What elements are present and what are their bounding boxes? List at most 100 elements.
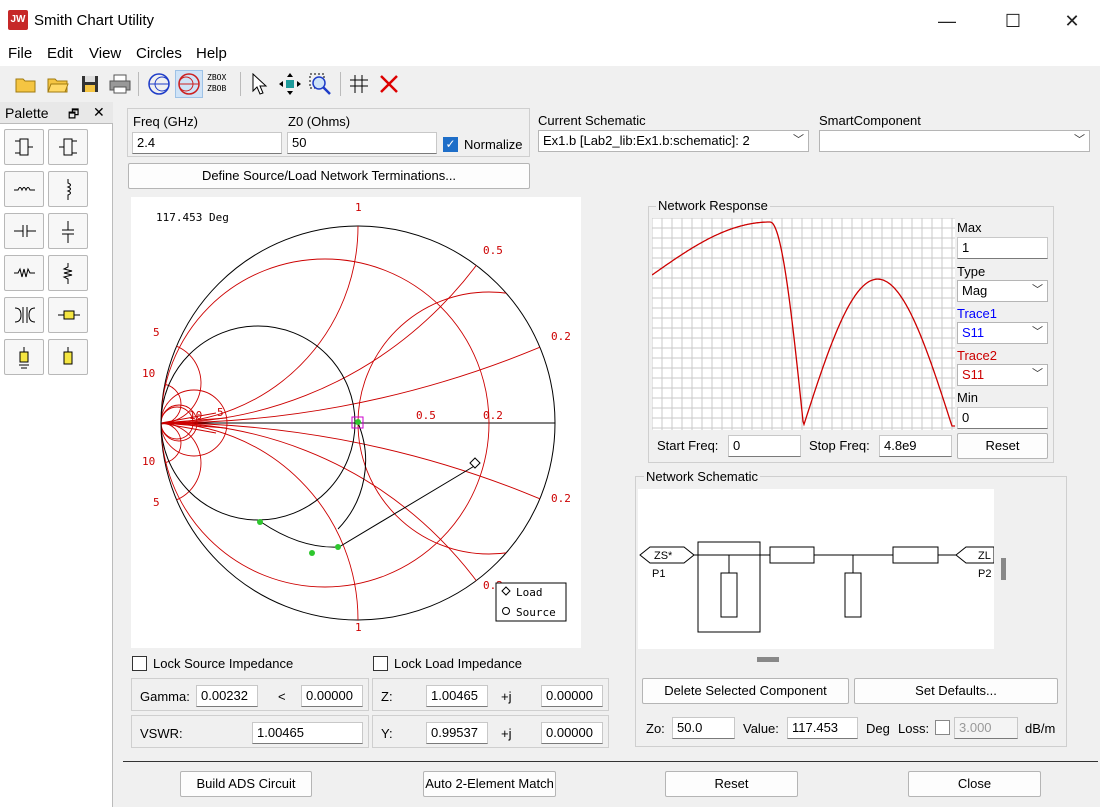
svg-text:P1: P1 xyxy=(652,568,665,580)
z0-label: Z0 (Ohms) xyxy=(288,114,351,129)
svg-text:5: 5 xyxy=(217,406,224,419)
reset-button[interactable]: Reset xyxy=(665,771,798,797)
palette-series-inductor-button[interactable] xyxy=(4,171,44,207)
zoom-icon[interactable] xyxy=(306,70,334,98)
delete-icon[interactable] xyxy=(375,70,403,98)
lock-source-label: Lock Source Impedance xyxy=(153,656,294,671)
type-label: Type xyxy=(957,264,986,279)
network-response-title: Network Response xyxy=(656,198,770,213)
loss-input: 3.000 xyxy=(954,717,1018,739)
trace1-select[interactable]: S11 ﹀ xyxy=(957,322,1048,344)
admittance-chart-icon[interactable] xyxy=(175,70,203,98)
trace2-label: Trace2 xyxy=(957,348,997,363)
current-schematic-select[interactable]: Ex1.b [Lab2_lib:Ex1.b:schematic]: 2 ﹀ xyxy=(538,130,809,152)
pan-icon[interactable] xyxy=(276,70,304,98)
impedance-chart-icon[interactable] xyxy=(145,70,173,98)
svg-text:0.5: 0.5 xyxy=(483,244,503,257)
open-folder-icon[interactable] xyxy=(12,70,40,98)
title-bar: JW Smith Chart Utility — ☐ ✕ xyxy=(0,0,1100,42)
toolbar: ZBOX ZBOB xyxy=(0,68,1100,100)
gamma-angle-input[interactable]: 0.00000 xyxy=(301,685,363,707)
zy-chart-icon[interactable]: ZBOX ZBOB xyxy=(207,73,227,93)
tile-icon[interactable] xyxy=(345,70,373,98)
menu-help[interactable]: Help xyxy=(196,45,227,62)
menu-view[interactable]: View xyxy=(89,45,122,62)
start-freq-input[interactable]: 0 xyxy=(728,435,801,457)
svg-text:10: 10 xyxy=(142,455,155,468)
y-label: Y: xyxy=(381,726,393,741)
gamma-label: Gamma: xyxy=(140,689,190,704)
lock-load-checkbox[interactable] xyxy=(373,656,388,671)
auto-2-element-match-button[interactable]: Auto 2-Element Match xyxy=(423,771,556,797)
build-ads-circuit-button[interactable]: Build ADS Circuit xyxy=(180,771,312,797)
z-imag-input[interactable]: 0.00000 xyxy=(541,685,603,707)
gamma-mag-input[interactable]: 0.00232 xyxy=(196,685,258,707)
open-file-icon[interactable] xyxy=(44,70,72,98)
menu-edit[interactable]: Edit xyxy=(47,45,73,62)
palette-series-capacitor-button[interactable] xyxy=(4,213,44,249)
select-arrow-icon[interactable] xyxy=(245,70,273,98)
max-label: Max xyxy=(957,220,982,235)
minimize-button[interactable]: — xyxy=(938,11,956,31)
restore-icon[interactable]: 🗗 xyxy=(68,107,80,121)
response-reset-button[interactable]: Reset xyxy=(957,433,1048,459)
schematic-canvas[interactable]: ZS* P1 ZL P2 xyxy=(638,489,994,649)
z0-input[interactable]: 50 xyxy=(287,132,437,154)
palette-open-stub-button[interactable] xyxy=(48,339,88,375)
maximize-button[interactable]: ☐ xyxy=(1004,11,1022,31)
value-unit: Deg xyxy=(866,721,890,736)
menu-file[interactable]: File xyxy=(8,45,33,62)
close-palette-icon[interactable]: ✕ xyxy=(93,104,105,120)
svg-text:5: 5 xyxy=(153,496,160,509)
palette-series-stub-button[interactable] xyxy=(48,297,88,333)
svg-text:Source: Source xyxy=(516,606,556,619)
y-imag-input[interactable]: 0.00000 xyxy=(541,722,603,744)
palette-shunt-tline-button[interactable] xyxy=(48,129,88,165)
type-select[interactable]: Mag ﹀ xyxy=(957,280,1048,302)
normalize-checkbox[interactable]: ✓ xyxy=(443,137,458,152)
close-window-button[interactable]: ✕ xyxy=(1064,11,1080,31)
chevron-down-icon: ﹀ xyxy=(1074,134,1085,146)
loss-checkbox[interactable] xyxy=(935,720,950,735)
close-button[interactable]: Close xyxy=(908,771,1041,797)
chevron-down-icon: ﹀ xyxy=(793,134,804,146)
define-terminations-button[interactable]: Define Source/Load Network Terminations.… xyxy=(128,163,530,189)
menu-circles[interactable]: Circles xyxy=(136,45,182,62)
max-input[interactable]: 1 xyxy=(957,237,1048,259)
print-icon[interactable] xyxy=(106,70,134,98)
smart-component-label: SmartComponent xyxy=(819,113,921,128)
delete-selected-component-button[interactable]: Delete Selected Component xyxy=(642,678,849,704)
value-input[interactable]: 117.453 xyxy=(787,717,858,739)
lock-source-checkbox[interactable] xyxy=(132,656,147,671)
svg-text:ZS*: ZS* xyxy=(654,550,673,562)
min-label: Min xyxy=(957,390,978,405)
set-defaults-button[interactable]: Set Defaults... xyxy=(854,678,1058,704)
trace1-label: Trace1 xyxy=(957,306,997,321)
freq-input[interactable]: 2.4 xyxy=(132,132,282,154)
palette-shunt-inductor-button[interactable] xyxy=(48,171,88,207)
lock-load-label: Lock Load Impedance xyxy=(394,656,522,671)
palette-shunt-capacitor-button[interactable] xyxy=(48,213,88,249)
zo-input[interactable]: 50.0 xyxy=(672,717,735,739)
normalize-label: Normalize xyxy=(464,137,523,152)
schematic-scrollbar[interactable] xyxy=(1001,558,1006,580)
trace2-select[interactable]: S11 ﹀ xyxy=(957,364,1048,386)
palette-series-resistor-button[interactable] xyxy=(4,255,44,291)
response-plot[interactable] xyxy=(652,218,955,430)
network-schematic-title: Network Schematic xyxy=(644,469,760,484)
y-real-input[interactable]: 0.99537 xyxy=(426,722,488,744)
palette-series-tline-button[interactable] xyxy=(4,129,44,165)
vswr-input[interactable]: 1.00465 xyxy=(252,722,363,744)
palette-shunt-resistor-button[interactable] xyxy=(48,255,88,291)
palette-short-stub-button[interactable] xyxy=(4,339,44,375)
svg-text:Load: Load xyxy=(516,586,543,599)
smith-chart[interactable]: 117.453 Deg 1 1 0.5 0.2 0.5 0.2 0.2 0.2 … xyxy=(131,197,581,648)
stop-freq-input[interactable]: 4.8e9 xyxy=(879,435,952,457)
smart-component-select[interactable]: ﹀ xyxy=(819,130,1090,152)
save-icon[interactable] xyxy=(76,70,104,98)
z-label: Z: xyxy=(381,689,393,704)
palette-transformer-button[interactable] xyxy=(4,297,44,333)
min-input[interactable]: 0 xyxy=(957,407,1048,429)
schematic-hscrollbar[interactable] xyxy=(757,657,779,662)
z-real-input[interactable]: 1.00465 xyxy=(426,685,488,707)
